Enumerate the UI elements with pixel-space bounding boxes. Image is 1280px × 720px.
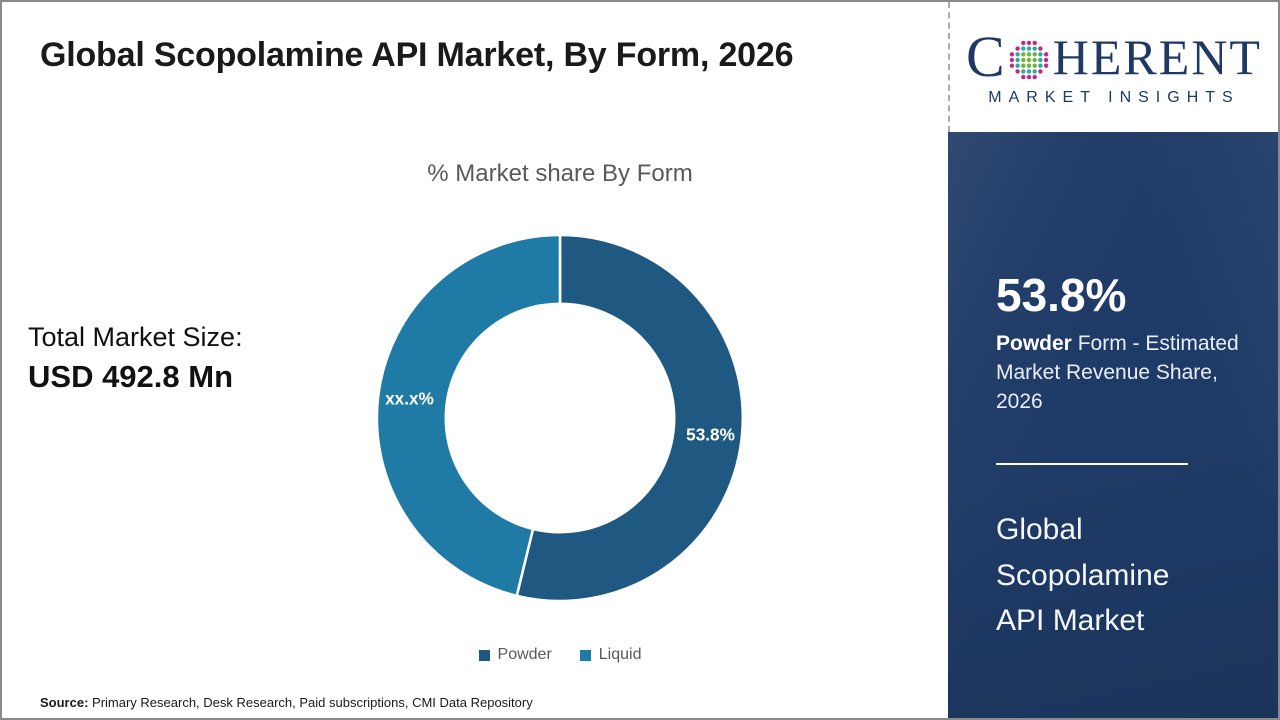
slice-label-powder: 53.8% <box>686 425 735 445</box>
logo-tagline: MARKET INSIGHTS <box>988 88 1240 106</box>
donut-chart-svg: 53.8% xx.x% <box>375 233 745 603</box>
total-market-size-block: Total Market Size: USD 492.8 Mn <box>28 322 243 395</box>
sidebar-market-name: Global Scopolamine API Market <box>996 512 1170 638</box>
chart-legend: Powder Liquid <box>330 646 790 664</box>
powder-swatch-icon <box>478 649 490 661</box>
sidebar-stat-desc-rest: Form - Estimated Market Revenue Share, 2… <box>996 332 1239 413</box>
brand-logo-box: C HERENT MARKET INSIGHTS <box>948 2 1278 132</box>
highlight-sidebar: 53.8% Powder Form - Estimated Market Rev… <box>948 132 1278 718</box>
logo-letter-c: C <box>966 23 1005 89</box>
coherent-logo: C HERENT <box>966 23 1262 89</box>
legend-label-liquid: Liquid <box>598 646 642 663</box>
total-market-size-value: USD 492.8 Mn <box>28 359 234 394</box>
slice-label-liquid: xx.x% <box>385 388 434 408</box>
legend-item-liquid: Liquid <box>579 646 642 664</box>
legend-item-powder: Powder <box>478 646 552 664</box>
sidebar-stat-description: Powder Form - Estimated Market Revenue S… <box>996 330 1248 417</box>
sidebar-divider <box>996 462 1188 465</box>
page-title: Global Scopolamine API Market, By Form, … <box>40 36 794 74</box>
globe-icon <box>1009 40 1049 79</box>
donut-slice-powder <box>515 233 745 603</box>
total-market-size-label: Total Market Size: <box>28 322 243 352</box>
source-note: Source: Primary Research, Desk Research,… <box>40 695 533 710</box>
source-label: Source: <box>40 695 89 710</box>
sidebar-stat-desc-bold: Powder <box>996 332 1072 355</box>
sidebar-stat-value: 53.8% <box>996 269 1127 321</box>
legend-label-powder: Powder <box>497 646 552 663</box>
chart-title: % Market share By Form <box>427 160 693 187</box>
logo-word-rest: HERENT <box>1052 28 1262 85</box>
donut-chart: 53.8% xx.x% <box>373 231 747 605</box>
donut-slice-liquid <box>375 233 562 598</box>
liquid-swatch-icon <box>579 649 591 661</box>
source-text: Primary Research, Desk Research, Paid su… <box>88 695 533 710</box>
